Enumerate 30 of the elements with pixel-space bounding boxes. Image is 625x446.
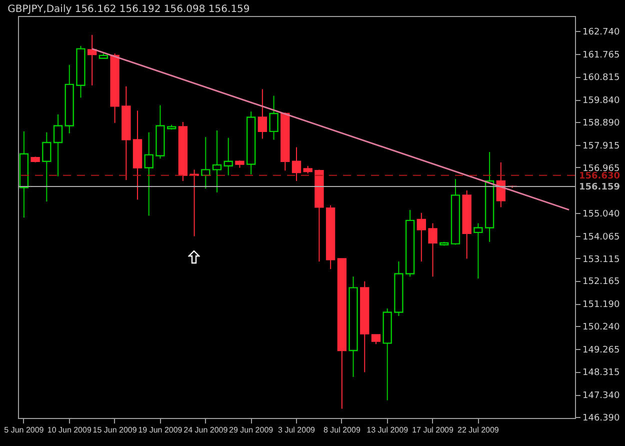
x-tick-label: 19 Jun 2009 <box>138 426 183 434</box>
x-tick-label: 10 Jun 2009 <box>47 426 92 434</box>
y-tick-label: 149.265 <box>582 346 620 356</box>
y-tick-label: 153.115 <box>582 254 620 265</box>
y-tick-label: 159.840 <box>582 96 620 106</box>
y-tick-label: 147.340 <box>582 391 620 402</box>
y-tick-label: 158.890 <box>582 118 620 128</box>
x-tick-label: 17 Jul 2009 <box>412 426 454 434</box>
y-tick-label: 157.915 <box>582 142 620 152</box>
y-tick-label: 154.065 <box>582 232 620 242</box>
y-tick-label: 160.815 <box>582 73 620 84</box>
y-tick-label: 161.765 <box>582 50 620 61</box>
ref-line-label: 156.159 <box>579 182 620 192</box>
x-tick-label: 24 Jun 2009 <box>184 426 228 434</box>
x-tick-label: 5 Jun 2009 <box>4 426 44 434</box>
x-tick-label: 8 Jul 2009 <box>323 426 361 434</box>
y-tick-label: 150.240 <box>582 322 620 333</box>
y-tick-label: 151.190 <box>582 300 620 310</box>
x-tick-label: 15 Jun 2009 <box>92 426 138 434</box>
chart-title: GBPJPY,Daily 156.162 156.192 156.098 156.159 <box>8 4 250 15</box>
y-tick-label: 146.390 <box>582 414 620 424</box>
x-tick-label: 3 Jul 2009 <box>278 426 316 434</box>
y-tick-label: 155.040 <box>582 209 620 220</box>
x-tick-label: 29 Jun 2009 <box>229 426 274 434</box>
x-tick-label: 22 Jul 2009 <box>458 426 500 434</box>
y-tick-label: 152.165 <box>582 277 620 288</box>
y-tick-label: 148.315 <box>582 368 620 378</box>
y-tick-label: 162.740 <box>582 28 620 38</box>
x-tick-label: 13 Jul 2009 <box>366 426 409 434</box>
ref-line-label: 156.630 <box>579 171 620 182</box>
